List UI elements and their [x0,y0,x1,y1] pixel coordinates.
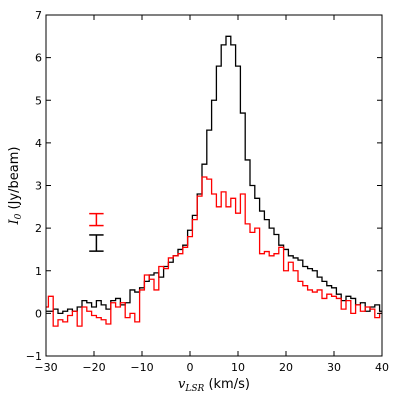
y-tick-label: 6 [35,52,42,65]
series-layer [46,35,382,327]
x-tick-label: −10 [130,361,153,374]
y-tick-label: 1 [35,265,42,278]
x-axis-label-subscript: LSR [184,384,204,394]
x-tick-label: −30 [34,361,57,374]
y-tick-label: 7 [35,9,42,22]
error-bar-0 [89,212,104,227]
y-tick-label: 0 [35,307,42,320]
x-tick-label: 10 [231,361,245,374]
y-axis-label: I0 (Jy/beam) [7,147,24,226]
error-bar-layer [89,212,104,252]
x-tick-label: 30 [327,361,341,374]
series-line-1 [46,176,382,327]
tick-layer [45,14,383,357]
x-axis-label-units: (km/s) [204,377,250,392]
y-tick-label: 4 [35,137,42,150]
x-tick-label: −20 [82,361,105,374]
y-tick-label: 2 [35,222,42,235]
y-tick-label: 3 [35,180,42,193]
x-tick-label: 40 [375,361,389,374]
error-bar-1 [89,234,104,252]
x-tick-label: 20 [279,361,293,374]
x-axis-label: vLSR (km/s) [178,377,250,394]
series-line-0 [46,35,382,315]
y-axis-label-subscript: 0 [14,213,24,219]
x-tick-label: 0 [187,361,194,374]
y-tick-label: 5 [35,94,42,107]
y-tick-label: −1 [26,350,42,363]
y-axis-label-units: (Jy/beam) [7,147,22,214]
x-axis-label-main: v [178,377,186,392]
y-axis-label-main: I [7,218,22,225]
